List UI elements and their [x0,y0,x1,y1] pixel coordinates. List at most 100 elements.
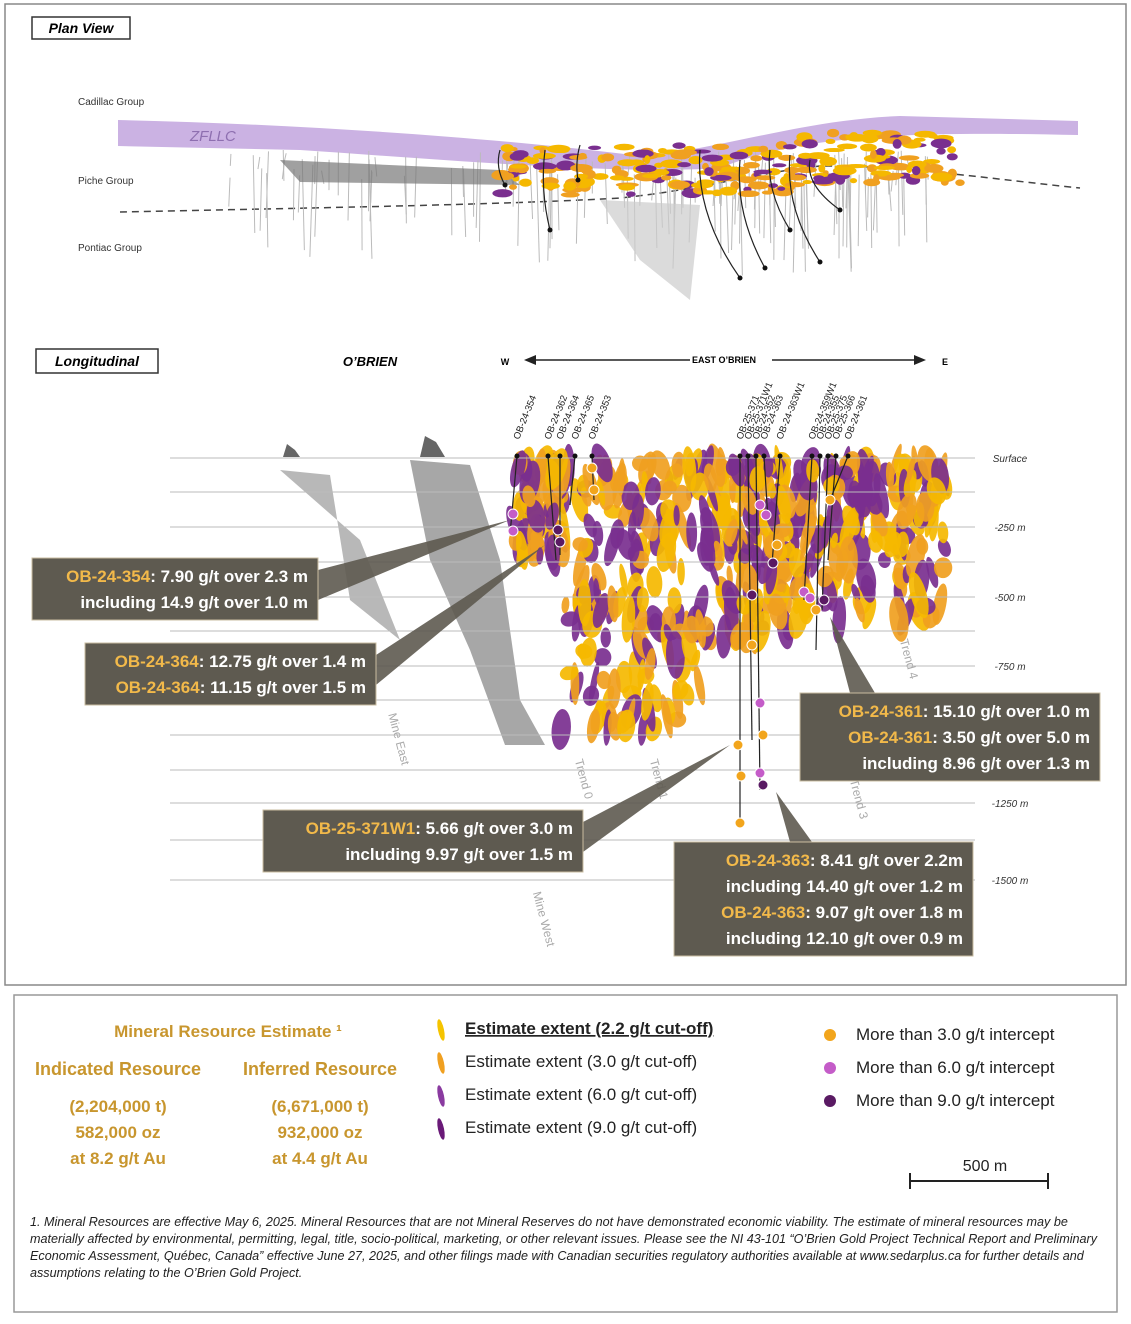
workings [292,169,295,221]
callout-line: OB-25-371W1: 5.66 g/t over 3.0 m [306,819,573,838]
ore-shape [933,557,953,579]
intercept [588,484,600,496]
intercept [818,594,830,606]
ore-shape [870,149,877,159]
ore-shape [721,166,742,171]
ore-shape [893,562,907,590]
workings [549,158,552,249]
ore-shape [873,165,895,170]
ore-shape [704,167,714,176]
ore-shape [600,627,611,648]
workings [903,174,906,236]
section-label: EAST O’BRIEN [692,355,756,365]
workings [888,176,892,212]
workings [297,175,301,213]
ore-shape [884,531,902,558]
workings [792,153,797,209]
ore-shape [930,172,953,182]
ore-shape [646,566,663,598]
unit-label: Pontiac Group [78,243,142,254]
resource-value: 932,000 oz [277,1123,362,1142]
ore-shape [955,179,965,187]
callout-box [673,841,974,957]
ore-shape [492,189,513,198]
intercept-text: including 14.9 g/t over 1.0 m [80,593,308,612]
ore-shape [618,184,636,191]
intercept [734,817,746,829]
ore-shape [743,161,760,169]
legend: Mineral Resource Estimate ¹ Indicated Res… [35,1019,1055,1189]
ore-shape [701,154,723,162]
ore-shape [750,520,761,537]
legend-label: More than 3.0 g/t intercept [856,1025,1055,1044]
drill-trace [763,455,769,521]
resource-value: (2,204,000 t) [69,1097,166,1116]
ore-shape [635,164,657,173]
callout-line: OB-24-364: 11.15 g/t over 1.5 m [116,678,366,697]
ore-shape [763,456,774,478]
ore-shape [572,537,588,552]
ore-shape [526,499,546,533]
ore-shape [637,659,646,691]
intercept-text: : 12.75 g/t over 1.4 m [199,652,366,671]
ore-shape [649,613,662,633]
ore-shape [683,615,700,644]
plan-view: Plan View Cadillac Group ZFLLC Piche Group… [31,16,1081,300]
intercept [746,639,758,651]
callout-box [262,809,584,873]
ore-shape [642,173,662,179]
ore-shape [739,177,755,184]
ore-shape [725,519,738,547]
intercept [507,525,519,537]
callout-pointer [583,745,730,852]
legend-label: Estimate extent (3.0 g/t cut-off) [465,1052,697,1071]
legend-label: More than 6.0 g/t intercept [856,1058,1055,1077]
ore-shape [632,455,649,472]
legend-label: Estimate extent (2.2 g/t cut-off) [465,1019,713,1038]
ore-shape [795,166,817,174]
legend-dot [824,1062,836,1074]
ore-shape [946,153,958,161]
ore-bodies [280,436,953,750]
ore-shape [677,558,685,586]
callout-line: including 8.96 g/t over 1.3 m [862,754,1090,773]
intercept [824,494,836,506]
collar [557,453,563,459]
workings [849,166,852,233]
ore-shape [526,157,539,165]
unit-label: Cadillac Group [78,97,145,108]
workings [870,173,873,249]
ore-shape [806,152,830,160]
intercept [760,509,772,521]
drill-trace [815,455,821,651]
collar [845,453,851,459]
footnote: 1. Mineral Resources are effective May 6… [30,1215,1098,1280]
ore-shape [591,443,613,483]
intercept [554,536,566,548]
ore-shape [837,465,853,480]
ore-shape [767,482,777,499]
intercept [771,539,783,551]
ore-shape [876,147,886,157]
legend-swatch [437,1052,445,1074]
ore-shape [813,175,825,182]
workings-mass [600,200,700,300]
ore-shape [660,694,673,739]
ore-shape [749,466,766,492]
intercept-text: : 8.41 g/t over 2.2m [810,851,963,870]
ore-shape [916,491,935,522]
workings [604,163,608,225]
ore-shape [636,587,649,613]
workings [529,158,534,220]
ore-shape [626,191,636,197]
intercept [735,770,747,782]
drill-end [787,227,793,233]
ore-shape [609,175,625,181]
ore-shape [818,164,826,173]
hole-id: OB-24-361 [839,702,923,721]
plan-title: Plan View [49,20,115,36]
ore-shape [784,166,801,174]
ore-shape [753,169,773,175]
ore-shape [719,186,738,196]
unit-label: ZFLLC [189,128,236,145]
